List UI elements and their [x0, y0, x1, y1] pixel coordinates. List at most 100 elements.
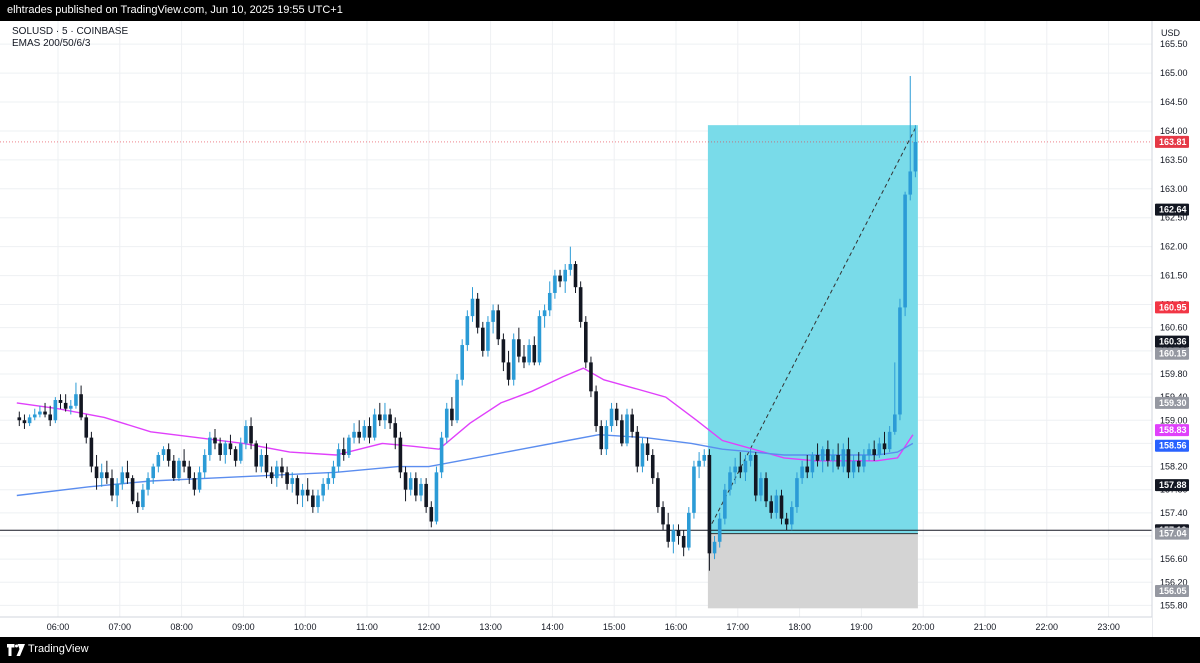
candle-body[interactable] [280, 466, 284, 473]
candle-body[interactable] [589, 362, 593, 392]
candle-body[interactable] [43, 411, 47, 415]
candle-body[interactable] [893, 414, 897, 432]
candle-body[interactable] [403, 472, 408, 490]
candle-body[interactable] [331, 466, 336, 479]
price-axis[interactable]: USD155.80156.20156.60157.00157.40157.801… [1151, 21, 1200, 637]
candle-body[interactable] [388, 414, 392, 424]
candle-body[interactable] [347, 437, 351, 455]
candle-body[interactable] [74, 394, 78, 406]
candle-body[interactable] [687, 512, 691, 548]
candle-body[interactable] [146, 478, 150, 490]
candle-body[interactable] [511, 339, 516, 380]
candle-body[interactable] [764, 478, 768, 502]
candle-body[interactable] [378, 414, 382, 421]
candle-body[interactable] [372, 414, 377, 438]
candle-body[interactable] [820, 449, 825, 461]
candle-body[interactable] [650, 454, 655, 479]
candle-body[interactable] [135, 501, 140, 508]
candle-body[interactable] [506, 362, 511, 380]
candle-body[interactable] [604, 426, 609, 450]
candle-body[interactable] [192, 478, 197, 490]
candle-body[interactable] [769, 501, 773, 513]
candle-body[interactable] [141, 489, 145, 508]
candle-body[interactable] [99, 472, 104, 479]
candle-body[interactable] [867, 449, 871, 455]
candle-body[interactable] [79, 394, 83, 418]
candle-body[interactable] [841, 449, 846, 467]
candle-body[interactable] [424, 483, 428, 508]
candle-body[interactable] [419, 483, 423, 496]
candle-body[interactable] [501, 339, 506, 363]
price-chart[interactable]: USD155.80156.20156.60157.00157.40157.801… [0, 21, 1200, 637]
candle-body[interactable] [244, 426, 248, 444]
candle-body[interactable] [599, 426, 604, 450]
candle-body[interactable] [69, 405, 73, 409]
candle-body[interactable] [336, 449, 341, 467]
candle-body[interactable] [197, 472, 202, 490]
candle-body[interactable] [620, 420, 624, 444]
candle-body[interactable] [712, 541, 717, 554]
candle-body[interactable] [156, 454, 161, 467]
candle-body[interactable] [537, 316, 542, 363]
candle-body[interactable] [151, 466, 155, 479]
candle-body[interactable] [130, 478, 135, 502]
candle-body[interactable] [460, 345, 464, 380]
candle-body[interactable] [202, 454, 207, 473]
candle-body[interactable] [63, 402, 68, 409]
candle-body[interactable] [553, 275, 557, 293]
candle-body[interactable] [728, 472, 732, 490]
candle-body[interactable] [614, 408, 619, 421]
candle-body[interactable] [908, 171, 913, 195]
candle-body[interactable] [434, 472, 439, 522]
candle-body[interactable] [856, 460, 861, 467]
candle-body[interactable] [439, 437, 444, 473]
candle-body[interactable] [692, 466, 696, 513]
candle-body[interactable] [717, 518, 722, 542]
candle-body[interactable] [172, 460, 176, 479]
candle-body[interactable] [316, 495, 320, 508]
candle-body[interactable] [321, 483, 325, 496]
candle-body[interactable] [444, 408, 449, 438]
candle-body[interactable] [630, 414, 634, 432]
candle-body[interactable] [584, 321, 588, 363]
candle-body[interactable] [465, 316, 470, 346]
candle-body[interactable] [259, 454, 264, 467]
candle-body[interactable] [645, 443, 650, 455]
candle-body[interactable] [877, 443, 882, 455]
candle-body[interactable] [826, 449, 830, 461]
candle-body[interactable] [208, 437, 212, 455]
candle-body[interactable] [110, 478, 114, 496]
candle-body[interactable] [362, 426, 367, 438]
candle-body[interactable] [810, 454, 815, 473]
candle-body[interactable] [486, 321, 490, 351]
candle-body[interactable] [120, 472, 125, 484]
candle-body[interactable] [269, 472, 274, 479]
candle-body[interactable] [218, 443, 222, 455]
stop-zone[interactable] [707, 533, 918, 609]
candle-body[interactable] [568, 264, 573, 270]
candle-body[interactable] [707, 454, 712, 554]
candle-body[interactable] [249, 426, 253, 444]
indicator-label[interactable]: EMAS 200/50/6/3 [12, 38, 91, 49]
candle-body[interactable] [187, 466, 192, 479]
candle-body[interactable] [491, 310, 495, 322]
candle-body[interactable] [542, 310, 547, 317]
candle-body[interactable] [357, 431, 361, 438]
candle-body[interactable] [455, 379, 459, 421]
symbol-info[interactable]: SOLUSD · 5 · COINBASE [12, 26, 129, 37]
candle-body[interactable] [681, 535, 686, 548]
candle-body[interactable] [27, 417, 32, 424]
candle-body[interactable] [522, 356, 526, 363]
candle-body[interactable] [228, 443, 233, 450]
candle-body[interactable] [594, 391, 598, 427]
candle-body[interactable] [517, 339, 521, 357]
candle-body[interactable] [58, 400, 63, 403]
candle-body[interactable] [609, 408, 614, 427]
candle-body[interactable] [759, 478, 763, 496]
candle-body[interactable] [182, 460, 186, 467]
candle-body[interactable] [790, 507, 794, 525]
candle-body[interactable] [341, 449, 346, 455]
candle-body[interactable] [326, 478, 331, 484]
candle-body[interactable] [805, 466, 810, 473]
candle-body[interactable] [851, 460, 856, 473]
